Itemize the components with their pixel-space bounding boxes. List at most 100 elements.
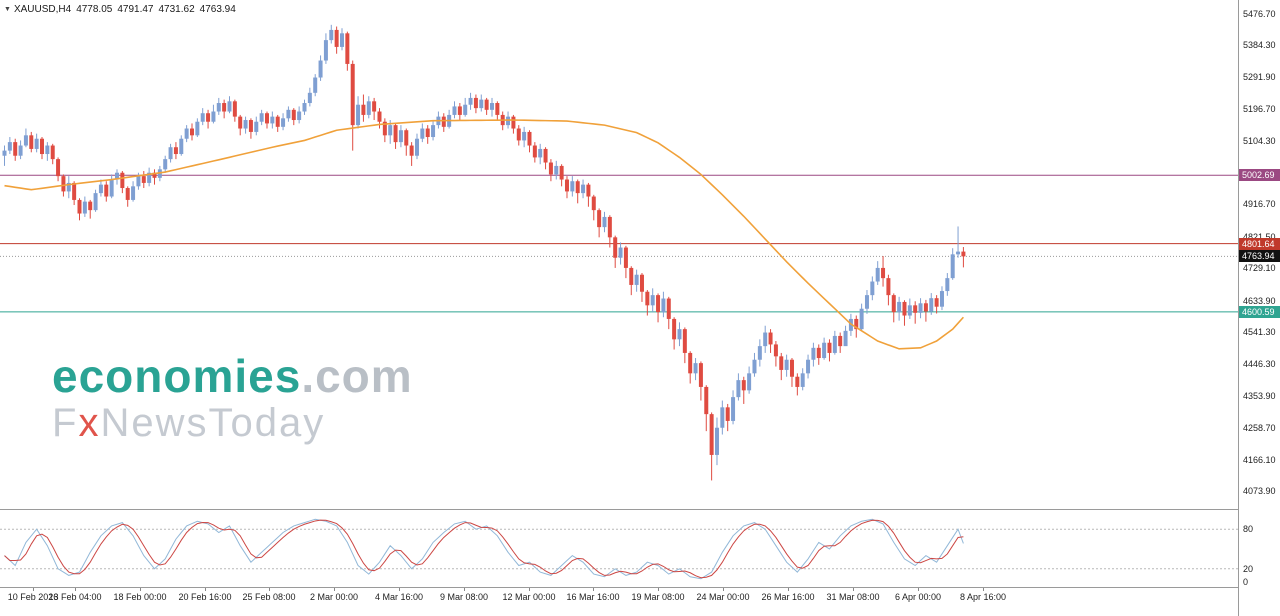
candle — [34, 133, 39, 153]
candle — [382, 118, 387, 143]
candle — [795, 373, 800, 396]
time-tick-mark — [205, 588, 206, 591]
candle — [264, 111, 269, 129]
price-chart-pane[interactable]: economies.com FxNewsToday ▼ XAUUSD,H4 4778… — [0, 0, 1238, 510]
candle — [511, 114, 516, 134]
candle — [173, 142, 178, 160]
price-level-badge: 5002.69 — [1239, 169, 1280, 182]
candle — [784, 354, 789, 377]
candle — [72, 181, 77, 206]
sto-signal-line — [4, 519, 964, 579]
candle — [650, 288, 655, 313]
candle — [452, 101, 457, 119]
candle — [45, 142, 50, 161]
candle — [356, 96, 361, 129]
candle — [243, 116, 248, 134]
time-label: 10 Feb 2026 — [7, 592, 59, 602]
candle — [629, 266, 634, 296]
candle — [581, 179, 586, 199]
candle — [918, 298, 923, 319]
candle — [645, 290, 650, 316]
time-tick-mark — [918, 588, 919, 591]
candle — [195, 118, 200, 138]
candle — [168, 143, 173, 163]
stochastic-canvas[interactable] — [0, 510, 1238, 587]
time-tick-mark — [529, 588, 530, 591]
candle — [393, 123, 398, 149]
candle — [704, 385, 709, 432]
candle — [838, 332, 843, 353]
candle — [741, 376, 746, 404]
time-label: 25 Feb 08:00 — [242, 592, 296, 602]
candle — [323, 33, 328, 64]
candle — [147, 167, 152, 187]
candle — [768, 329, 773, 353]
candle — [886, 274, 891, 306]
ohlc-high: 4791.47 — [117, 4, 154, 15]
time-tick-mark — [723, 588, 724, 591]
candle — [248, 118, 253, 139]
price-tick-label: 4633.90 — [1243, 295, 1276, 306]
price-tick-label: 5196.70 — [1243, 104, 1276, 115]
candle — [366, 96, 371, 119]
candle — [945, 273, 950, 296]
price-chart-canvas[interactable] — [0, 0, 1238, 509]
candle — [291, 108, 296, 126]
candle — [870, 276, 875, 301]
time-label: 12 Mar 00:00 — [502, 592, 556, 602]
candle — [259, 109, 264, 126]
time-label: 26 Mar 16:00 — [761, 592, 815, 602]
candle — [736, 373, 741, 401]
candle — [109, 174, 114, 199]
candle — [613, 235, 618, 268]
candle — [98, 179, 103, 197]
candle — [329, 24, 334, 44]
candle — [345, 31, 350, 71]
candle — [682, 327, 687, 364]
candle — [934, 295, 939, 314]
candle — [811, 342, 816, 367]
time-label: 4 Mar 16:00 — [374, 592, 424, 602]
candle — [286, 106, 291, 122]
candle — [104, 181, 109, 202]
candle — [120, 171, 125, 194]
candle — [82, 196, 87, 217]
candle — [677, 322, 682, 347]
candle — [56, 157, 61, 182]
time-tick-mark — [140, 588, 141, 591]
candle — [902, 300, 907, 326]
candle — [131, 181, 136, 202]
candle — [939, 286, 944, 311]
candle — [441, 113, 446, 132]
time-label: 20 Feb 16:00 — [178, 592, 232, 602]
candle — [484, 97, 489, 115]
candle — [602, 211, 607, 233]
symbol-ohlc-label: ▼ XAUUSD,H4 4778.05 4791.47 4731.62 4763.94 — [4, 4, 236, 15]
candle — [211, 104, 216, 124]
candle — [757, 339, 762, 367]
candle — [961, 247, 966, 268]
candle — [18, 140, 23, 160]
candle — [254, 116, 259, 136]
candle — [591, 194, 596, 221]
candle — [597, 208, 602, 238]
candle — [206, 109, 211, 129]
candle — [747, 366, 752, 394]
candle — [731, 390, 736, 425]
candle — [281, 113, 286, 131]
candle — [114, 169, 119, 185]
moving-average-line[interactable] — [4, 119, 964, 350]
price-tick-label: 5291.90 — [1243, 71, 1276, 82]
candle — [431, 120, 436, 141]
candle — [773, 341, 778, 367]
candle — [404, 128, 409, 156]
stochastic-pane[interactable]: Sto(5,3,3)58.442770.6559 — [0, 510, 1238, 588]
candle — [639, 273, 644, 302]
time-tick-mark — [399, 588, 400, 591]
price-axis[interactable]: 5476.70 5384.30 5291.90 5196.70 5104.30 4916.… — [1238, 0, 1280, 616]
price-tick-label: 4729.10 — [1243, 263, 1276, 274]
dropdown-arrow-icon[interactable]: ▼ — [4, 6, 11, 13]
time-label: 13 Feb 04:00 — [48, 592, 102, 602]
time-axis[interactable]: 10 Feb 2026 13 Feb 04:00 18 Feb 00:00 20 Fe… — [0, 588, 1238, 616]
